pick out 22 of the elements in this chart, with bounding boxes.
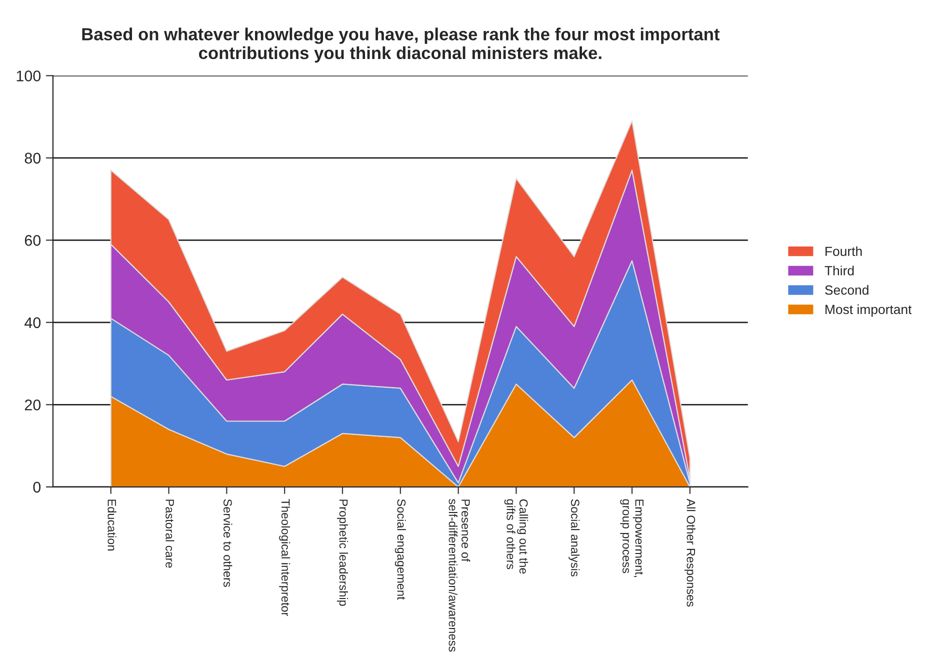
legend-label: Fourth — [826, 246, 862, 256]
x-tick-label: Theological interpretor — [279, 498, 290, 616]
y-tick-label: 40 — [24, 317, 41, 328]
x-tick-label: Presence of self-differentiation/awareness — [448, 499, 470, 652]
x-tick-label: Service to others — [224, 499, 232, 587]
x-tick-label: Education — [108, 500, 116, 550]
legend-label: Most important — [826, 304, 912, 317]
chart-title: Based on whatever knowledge you have, please rank the four most important contributions you think diaconal ministers make. — [82, 28, 720, 63]
y-tick-label: 20 — [24, 400, 41, 410]
x-tick-label: All Other Responses — [684, 498, 696, 607]
x-tick-label: Pastoral care — [166, 500, 174, 568]
y-tick-label: 60 — [24, 235, 41, 246]
legend-label: Second — [825, 285, 868, 295]
x-tick-label: Calling out the gifts of others — [504, 499, 528, 574]
x-tick-label: Social analysis — [568, 499, 580, 576]
y-tick-label: 0 — [33, 482, 41, 493]
x-tick-label: Empowerment, group process — [620, 499, 644, 578]
x-tick-label: Prophetic leadership — [336, 500, 348, 606]
y-tick-label: 80 — [24, 152, 41, 164]
y-tick-label: 100 — [16, 70, 41, 82]
x-tick-label: Social engagement — [394, 499, 406, 600]
legend-label: Third — [824, 266, 854, 276]
